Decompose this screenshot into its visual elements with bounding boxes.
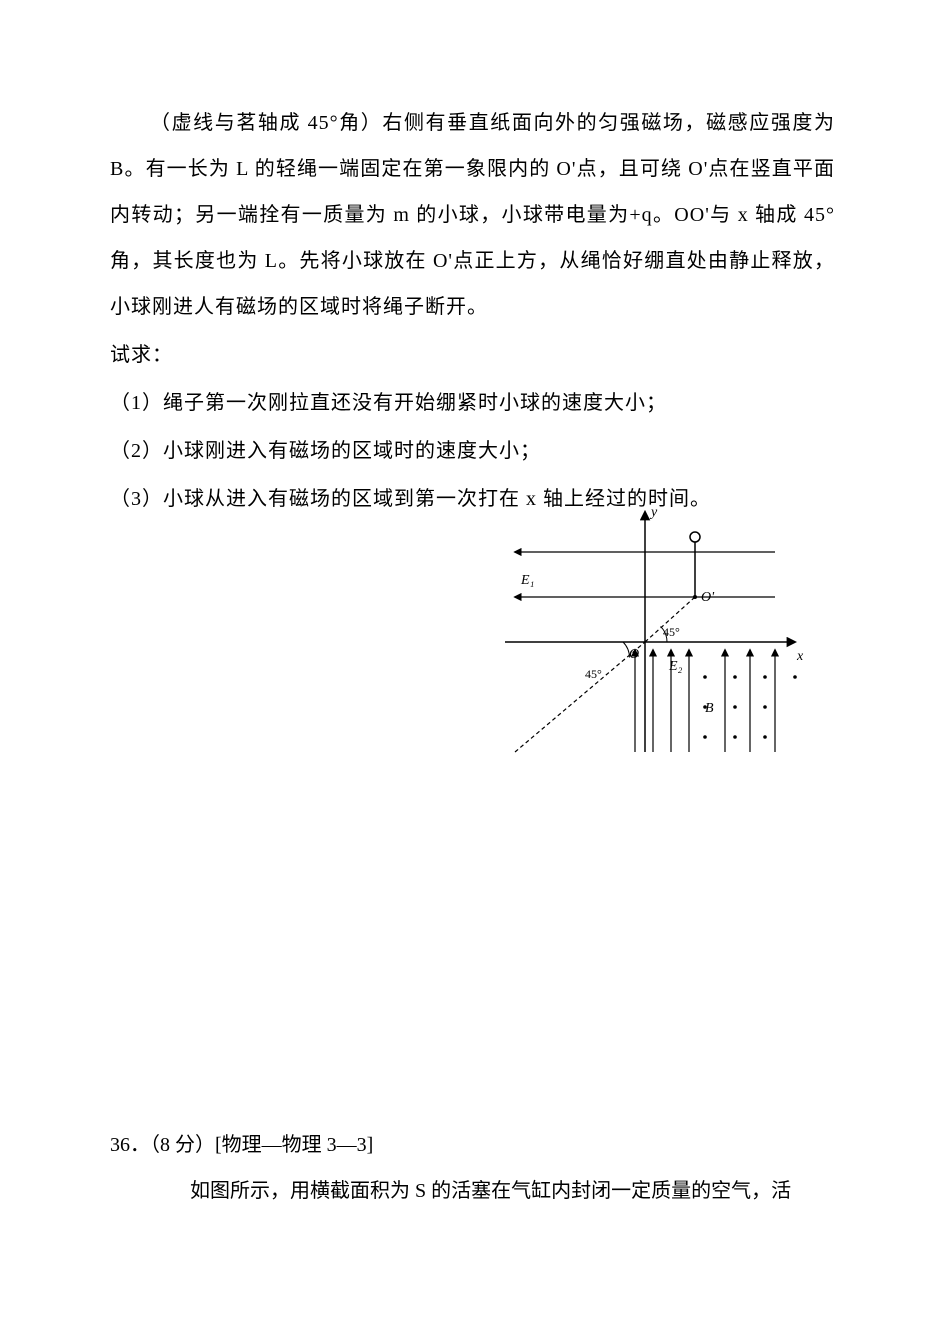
svg-text:45°: 45° xyxy=(663,625,680,639)
svg-text:E₂: E₂ xyxy=(668,659,683,674)
svg-text:E₁: E₁ xyxy=(520,573,534,588)
svg-text:x: x xyxy=(796,649,804,664)
svg-text:y: y xyxy=(649,505,658,520)
svg-text:O: O xyxy=(629,647,639,662)
question-36-block: 36．（8 分）[物理—物理 3—3] 如图所示，用横截面积为 S 的活塞在气缸… xyxy=(110,1122,835,1214)
svg-text:45°: 45° xyxy=(585,667,602,681)
diagram-container: yxOO'E₁E₂B45°45° xyxy=(110,522,835,802)
physics-diagram: y x O O' E₁ E₂ B 45° 45° xyxy=(495,502,815,762)
svg-text:O': O' xyxy=(701,590,715,605)
question-36-body: 如图所示，用横截面积为 S 的活塞在气缸内封闭一定质量的空气，活 xyxy=(110,1168,835,1214)
problem-paragraph-1: （虚线与茗轴成 45°角）右侧有垂直纸面向外的匀强磁场，磁感应强度为 B。有一长… xyxy=(110,100,835,330)
svg-text:B: B xyxy=(705,701,714,716)
question-1: （1）绳子第一次刚拉直还没有开始绷紧时小球的速度大小； xyxy=(110,380,835,426)
question-36-header: 36．（8 分）[物理—物理 3—3] xyxy=(110,1122,835,1168)
problem-prompt: 试求： xyxy=(110,332,835,378)
question-2: （2）小球刚进入有磁场的区域时的速度大小； xyxy=(110,428,835,474)
